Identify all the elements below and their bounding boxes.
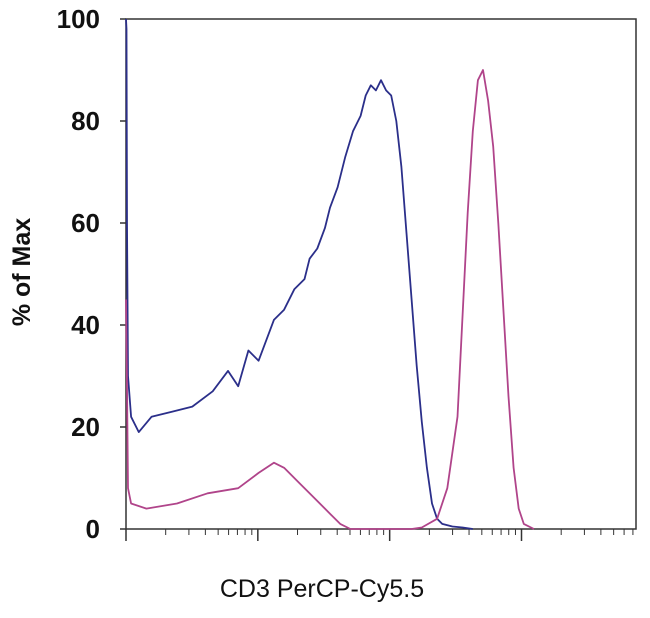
y-axis-ticks: 0 20 40 60 80 100 — [57, 4, 126, 544]
y-tick-label: 40 — [71, 310, 100, 340]
plot-frame — [125, 18, 637, 530]
y-tick-label: 80 — [71, 106, 100, 136]
y-tick-label: 100 — [57, 4, 100, 34]
y-tick-label: 0 — [86, 514, 100, 544]
plot-border — [125, 18, 637, 530]
x-axis-title: CD3 PerCP-Cy5.5 — [220, 575, 424, 603]
series-layer — [125, 18, 535, 530]
y-tick-label: 20 — [71, 412, 100, 442]
series-line-2 — [125, 69, 535, 530]
x-axis-ticks — [125, 529, 634, 541]
y-tick-label: 60 — [71, 208, 100, 238]
y-axis-title: % of Max — [8, 218, 36, 326]
series-line-1 — [125, 18, 473, 530]
